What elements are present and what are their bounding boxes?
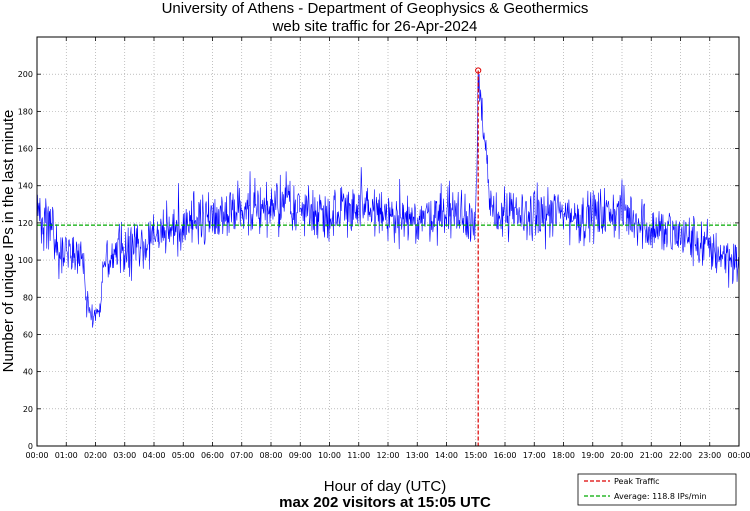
x-tick-label: 08:00: [259, 451, 282, 460]
chart-subtitle: web site traffic for 26-Apr-2024: [272, 18, 478, 35]
y-tick-label: 40: [23, 368, 33, 377]
y-tick-label: 160: [18, 145, 33, 154]
peak-marker: [475, 67, 482, 74]
x-tick-label: 12:00: [376, 451, 399, 460]
x-tick-label: 22:00: [669, 451, 692, 460]
x-tick-label: 06:00: [201, 451, 224, 460]
x-tick-label: 09:00: [289, 451, 312, 460]
x-tick-label: 23:00: [698, 451, 721, 460]
y-axis-label: Number of unique IPs in the last minute: [0, 110, 17, 373]
x-tick-label: 00:00: [25, 451, 48, 460]
y-tick-label: 180: [18, 107, 33, 116]
x-axis-ticks: 00:00 01:00 02:00 03:00 04:00 05:00 06:00 07:00…: [25, 37, 750, 460]
x-tick-label: 20:00: [610, 451, 633, 460]
traffic-series-line: [36, 70, 740, 328]
y-axis-ticks: 0 20 40 60 80 100 120 140 160 180 200: [18, 70, 739, 451]
x-tick-label: 00:00: [727, 451, 750, 460]
y-tick-label: 80: [23, 293, 33, 302]
x-tick-label: 05:00: [172, 451, 195, 460]
x-tick-label: 07:00: [230, 451, 253, 460]
x-tick-label: 15:00: [464, 451, 487, 460]
x-axis-label: Hour of day (UTC): [324, 478, 447, 495]
legend: Peak Traffic Average: 118.8 IPs/min: [577, 473, 737, 506]
legend-box: [577, 473, 737, 506]
legend-average-label: Average: 118.8 IPs/min: [614, 492, 707, 501]
plot-area: [36, 67, 740, 446]
x-tick-label: 01:00: [55, 451, 78, 460]
x-tick-label: 02:00: [84, 451, 107, 460]
x-tick-label: 14:00: [435, 451, 458, 460]
x-tick-label: 17:00: [523, 451, 546, 460]
y-tick-label: 60: [23, 330, 33, 339]
x-tick-label: 19:00: [581, 451, 604, 460]
peak-summary: max 202 visitors at 15:05 UTC: [279, 494, 491, 511]
legend-peak-label: Peak Traffic: [614, 477, 660, 486]
x-tick-label: 04:00: [142, 451, 165, 460]
x-tick-label: 10:00: [318, 451, 341, 460]
y-tick-label: 20: [23, 405, 33, 414]
y-tick-label: 120: [18, 219, 33, 228]
y-tick-label: 200: [18, 70, 33, 79]
y-tick-label: 0: [28, 442, 33, 451]
y-tick-label: 140: [18, 182, 33, 191]
chart-title: University of Athens - Department of Geo…: [162, 0, 589, 17]
x-tick-label: 18:00: [552, 451, 575, 460]
x-tick-label: 21:00: [640, 451, 663, 460]
x-tick-label: 13:00: [406, 451, 429, 460]
x-tick-label: 16:00: [493, 451, 516, 460]
x-tick-label: 03:00: [113, 451, 136, 460]
x-tick-label: 11:00: [347, 451, 370, 460]
y-tick-label: 100: [18, 256, 33, 265]
